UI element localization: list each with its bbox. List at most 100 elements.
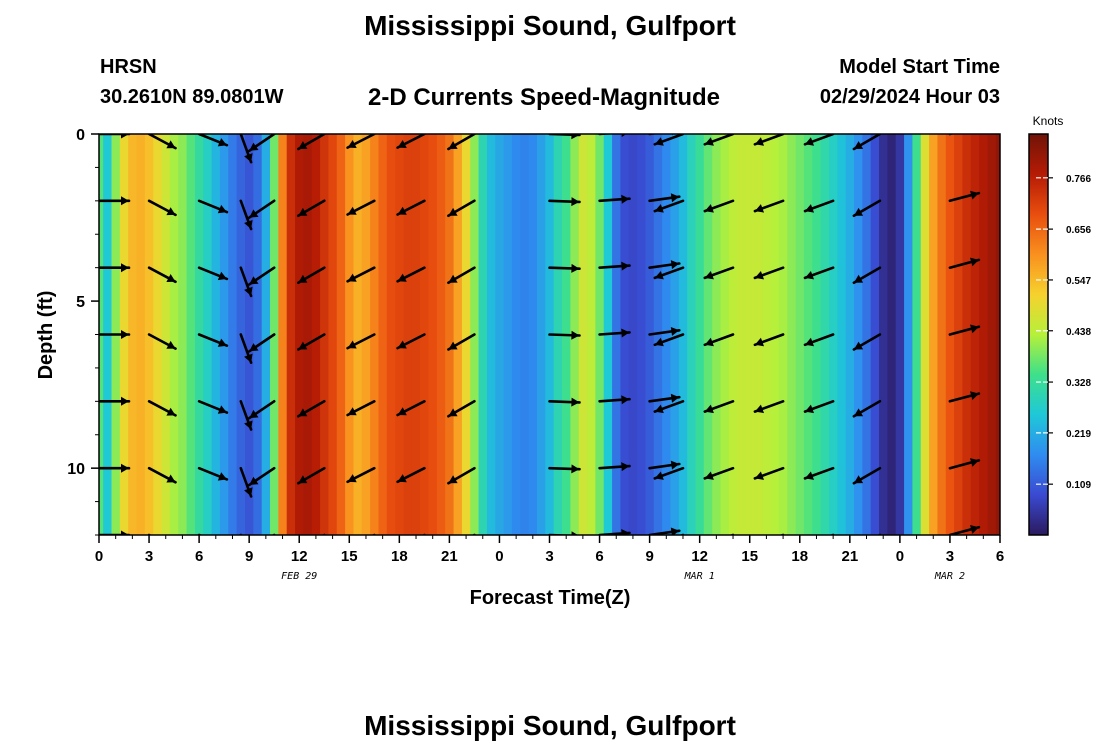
heat-cell <box>637 134 647 535</box>
date-label: MAR 1 <box>684 571 715 582</box>
current-vector <box>447 199 476 218</box>
y-axis-label: Depth (ft) <box>35 291 57 380</box>
heat-cell <box>169 134 179 535</box>
heat-cell <box>136 134 146 535</box>
heat-cell <box>253 134 263 535</box>
current-vector <box>296 399 326 418</box>
current-vector <box>396 199 426 216</box>
current-vector <box>548 263 581 273</box>
date-label: FEB 29 <box>281 571 317 582</box>
heat-cell <box>979 134 989 535</box>
heat-cell <box>453 134 463 535</box>
current-vector <box>147 399 177 417</box>
heat-cell <box>178 134 188 535</box>
current-vector <box>371 533 376 535</box>
heat-cell <box>703 134 713 535</box>
heat-cell <box>995 134 1000 535</box>
heat-cell <box>670 134 680 535</box>
current-vector <box>548 464 581 474</box>
current-vector <box>803 199 835 213</box>
heat-cell <box>687 134 697 535</box>
x-tick-label: 12 <box>291 548 308 565</box>
heat-cell <box>904 134 913 535</box>
current-vector <box>852 333 882 351</box>
current-vector <box>396 466 426 484</box>
model-start-value: 02/29/2024 Hour 03 <box>819 86 1000 108</box>
heat-cell <box>520 134 530 535</box>
colorbar-scale <box>1028 133 1049 536</box>
y-tick-label: 5 <box>76 294 85 311</box>
x-tick-label: 15 <box>341 548 358 565</box>
current-vector <box>239 333 253 365</box>
heat-cell <box>870 134 880 535</box>
current-vector <box>852 266 882 285</box>
heat-cell <box>328 134 338 535</box>
heat-cell <box>478 134 488 535</box>
x-tick-label: 0 <box>95 548 103 565</box>
heat-cell <box>128 134 138 535</box>
x-tick-label: 3 <box>946 548 954 565</box>
colorbar-tick-label: 0.328 <box>1066 378 1091 389</box>
heat-cell <box>954 134 964 535</box>
heat-cell <box>436 134 446 535</box>
current-vector <box>548 197 581 207</box>
heat-cell <box>845 134 855 535</box>
current-vector <box>648 393 681 403</box>
current-vector <box>753 399 785 414</box>
current-vector <box>729 533 735 535</box>
current-vector <box>803 399 835 414</box>
x-tick-label: 3 <box>545 548 553 565</box>
colorbar-tick-label: 0.219 <box>1066 429 1091 440</box>
axes: 0 3 6 9 12 15 18 21 0 3 6 9 12 15 18 21 0 3 6 FEB 29 MAR 1 MA… <box>67 127 1004 582</box>
heat-cell <box>153 134 163 535</box>
current-vector <box>346 199 376 216</box>
colorbar-tick-label: 0.656 <box>1066 225 1091 236</box>
heat-cell <box>770 134 780 535</box>
current-vector <box>803 333 835 347</box>
current-vector <box>296 333 326 351</box>
heat-cell <box>411 134 421 535</box>
heat-cell <box>495 134 505 535</box>
heat-cell <box>912 134 922 535</box>
current-vector <box>147 199 177 217</box>
colorbar-tick-label: 0.109 <box>1066 480 1091 491</box>
x-tick-label: 18 <box>391 548 408 565</box>
x-tick-label: 9 <box>645 548 653 565</box>
current-vector <box>197 333 229 348</box>
current-vector <box>803 266 835 280</box>
current-vector <box>653 399 685 414</box>
heat-cell <box>361 134 371 535</box>
heat-cell <box>486 134 496 535</box>
heat-cell <box>336 134 346 535</box>
current-vector <box>239 199 253 231</box>
date-label: MAR 2 <box>934 571 965 582</box>
current-vector <box>248 333 276 353</box>
current-vector <box>197 399 229 414</box>
x-tick-label: 21 <box>841 548 858 565</box>
current-vector <box>648 193 681 203</box>
current-vector <box>852 134 882 151</box>
model-name: HRSN <box>100 56 157 78</box>
heat-cell <box>461 134 471 535</box>
current-vector <box>447 266 476 285</box>
heat-cell <box>803 134 813 535</box>
heat-cell <box>587 134 596 535</box>
current-vector <box>346 333 376 350</box>
current-vector <box>598 395 631 405</box>
current-vector <box>653 199 685 213</box>
current-vector <box>753 199 785 213</box>
heat-cell <box>695 134 705 535</box>
x-tick-label: 0 <box>495 548 503 565</box>
current-vector <box>239 399 253 431</box>
current-vector <box>753 266 785 280</box>
heat-cell <box>445 134 455 535</box>
current-vector <box>296 266 326 285</box>
heat-cell <box>186 134 196 535</box>
current-vector <box>447 333 476 351</box>
current-vector <box>948 391 981 403</box>
chart-subtitle: 2-D Currents Speed-Magnitude <box>368 84 721 111</box>
heat-cell <box>295 134 304 535</box>
heat-cell <box>311 134 321 535</box>
y-tick-label: 10 <box>67 461 85 478</box>
current-vector <box>346 266 376 283</box>
